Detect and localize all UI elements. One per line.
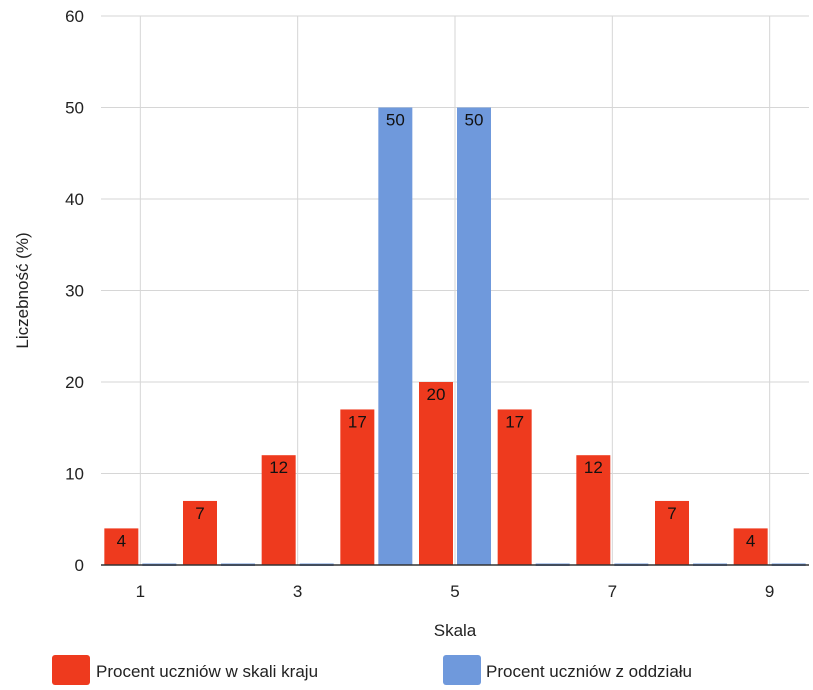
x-tick-label: 9 — [765, 582, 774, 601]
y-tick-label: 40 — [65, 190, 84, 209]
y-tick-label: 60 — [65, 7, 84, 26]
legend-label: Procent uczniów w skali kraju — [96, 662, 318, 681]
y-tick-label: 50 — [65, 99, 84, 118]
x-axis-title: Skala — [434, 621, 477, 640]
data-label: 12 — [584, 458, 603, 477]
legend: Procent uczniów w skali kraju Procent ucz… — [52, 655, 692, 685]
y-tick-label: 30 — [65, 282, 84, 301]
legend-label: Procent uczniów z oddziału — [486, 662, 692, 681]
data-label: 4 — [746, 531, 755, 550]
data-label: 20 — [427, 385, 446, 404]
bar — [498, 409, 532, 565]
bar — [340, 409, 374, 565]
y-tick-label: 0 — [75, 556, 84, 575]
x-tick-label: 5 — [450, 582, 459, 601]
legend-swatch — [52, 655, 90, 685]
data-label: 7 — [195, 504, 204, 523]
data-label: 12 — [269, 458, 288, 477]
bar — [419, 382, 453, 565]
x-tick-label: 7 — [608, 582, 617, 601]
data-label: 17 — [348, 412, 367, 431]
data-label: 50 — [465, 111, 484, 130]
x-tick-label: 3 — [293, 582, 302, 601]
bar — [378, 108, 412, 566]
data-label: 4 — [117, 531, 126, 550]
x-tick-label: 1 — [136, 582, 145, 601]
grid-lines — [101, 16, 809, 565]
legend-swatch — [443, 655, 481, 685]
y-axis-title: Liczebność (%) — [13, 232, 32, 348]
bar — [457, 108, 491, 566]
data-label: 17 — [505, 412, 524, 431]
y-tick-label: 10 — [65, 465, 84, 484]
y-tick-label: 20 — [65, 373, 84, 392]
data-label: 7 — [667, 504, 676, 523]
data-label: 50 — [386, 111, 405, 130]
